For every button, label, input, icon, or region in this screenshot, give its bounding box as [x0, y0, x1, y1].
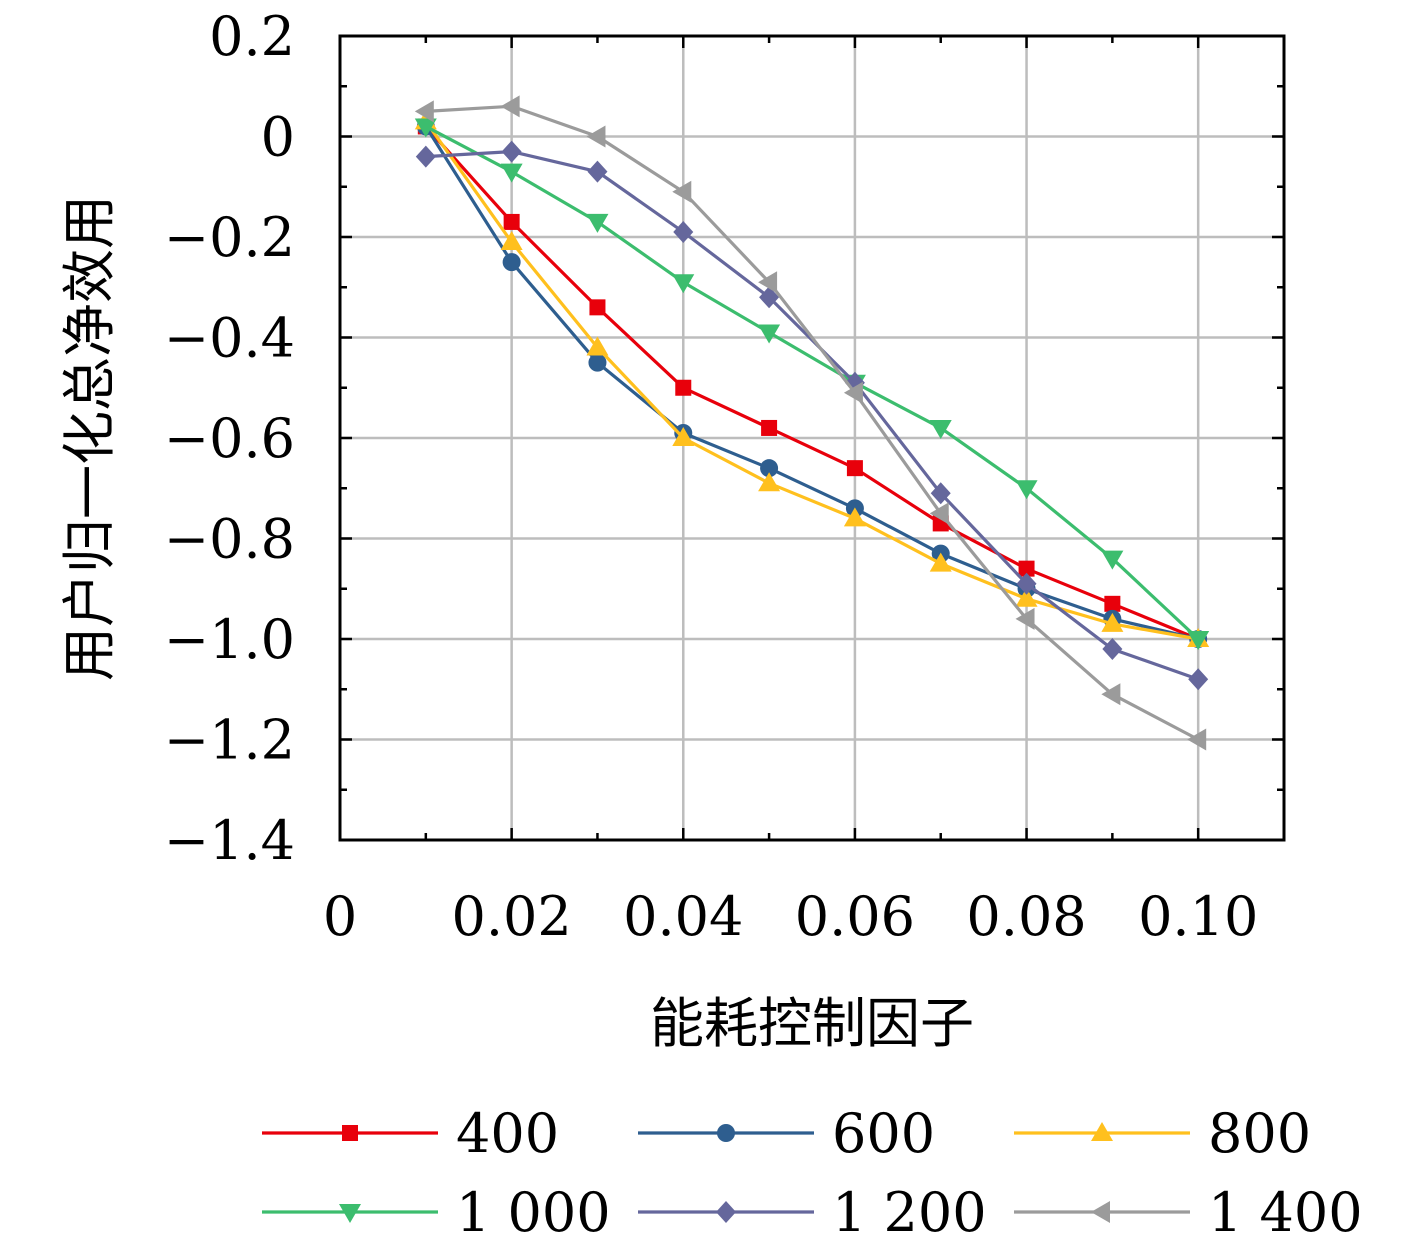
data-point [500, 95, 520, 118]
legend-item: 1 400 [1014, 1181, 1363, 1244]
y-tick-label: 0 [261, 106, 295, 169]
data-point [675, 379, 692, 396]
legend-label: 800 [1208, 1102, 1311, 1165]
data-point [759, 286, 780, 309]
legend-item: 1 000 [262, 1181, 611, 1244]
y-tick-label: −1.0 [164, 608, 295, 671]
legend-marker [717, 1124, 735, 1142]
x-tick-label: 0.08 [966, 885, 1086, 948]
y-tick-label: −1.4 [164, 809, 295, 872]
x-tick-label: 0.10 [1138, 885, 1258, 948]
y-tick-label: −0.4 [164, 307, 295, 370]
data-point [1104, 595, 1121, 612]
y-axis-title: 用户归一化总净效用 [58, 195, 121, 681]
data-point [846, 460, 863, 477]
data-point [1102, 638, 1123, 661]
legend-item: 1 200 [638, 1181, 987, 1244]
data-point [414, 100, 434, 123]
y-tick-label: −0.8 [164, 508, 295, 571]
y-tick-label: −1.2 [164, 709, 295, 772]
legend-label: 400 [456, 1102, 559, 1165]
data-point [1015, 607, 1035, 630]
legend-marker [339, 1204, 361, 1223]
series-800 [414, 110, 1210, 647]
axis-ticks [338, 34, 1286, 842]
data-point [586, 336, 609, 356]
legend-marker [342, 1125, 358, 1141]
data-point [673, 220, 694, 243]
data-point [500, 231, 523, 251]
legend-item: 400 [262, 1102, 559, 1165]
data-point [761, 419, 778, 436]
data-point [501, 140, 522, 163]
data-point [929, 419, 952, 439]
data-point [503, 213, 520, 230]
data-point [672, 274, 695, 294]
series-line [424, 125, 1199, 641]
x-axis-title: 能耗控制因子 [650, 992, 974, 1055]
data-point [930, 482, 951, 505]
data-point [587, 160, 608, 183]
data-point [1187, 728, 1207, 751]
legend-marker [1091, 1201, 1110, 1223]
data-point [1188, 668, 1209, 691]
data-point [758, 324, 781, 344]
series-line [424, 120, 1199, 641]
series-lines [414, 95, 1210, 751]
data-point [843, 507, 866, 527]
data-point [929, 502, 949, 525]
series-line [424, 125, 1199, 641]
data-point [843, 381, 863, 404]
data-point [589, 299, 606, 316]
series-1400 [414, 95, 1207, 751]
data-point [502, 253, 521, 272]
y-tick-label: −0.2 [164, 206, 295, 269]
data-point [1101, 683, 1121, 706]
series-line [425, 124, 1200, 641]
data-point [586, 125, 606, 148]
data-point [414, 118, 437, 138]
data-point [1015, 480, 1038, 500]
data-point [758, 472, 781, 492]
x-tick-label: 0.06 [795, 885, 915, 948]
data-point [758, 271, 778, 294]
data-point [1187, 631, 1210, 650]
data-point [672, 427, 695, 446]
series-line [425, 150, 1199, 681]
data-point [415, 145, 436, 168]
legend-marker [716, 1201, 736, 1223]
legend: 400 600 800 1 000 1 200 1 400 [262, 1102, 1363, 1244]
legend-label: 1 200 [832, 1181, 987, 1244]
legend-item: 600 [638, 1102, 935, 1165]
x-tick-label: 0.04 [623, 885, 743, 948]
x-tick-label: 0.02 [452, 885, 572, 948]
data-point [1101, 550, 1124, 570]
legend-label: 1 000 [456, 1181, 611, 1244]
data-point [672, 180, 692, 203]
legend-label: 600 [832, 1102, 935, 1165]
data-point [1016, 572, 1037, 595]
data-point [760, 459, 779, 478]
data-point [500, 163, 523, 183]
legend-label: 1 400 [1208, 1181, 1363, 1244]
x-tick-label: 0 [323, 885, 357, 948]
y-tick-label: −0.6 [164, 407, 295, 470]
series-line [425, 104, 1199, 741]
legend-marker [1091, 1122, 1113, 1141]
data-point [1015, 587, 1038, 607]
series-1200 [415, 140, 1209, 691]
legend-item: 800 [1014, 1102, 1311, 1165]
data-point [1101, 612, 1124, 632]
y-tick-label: 0.2 [209, 5, 295, 68]
series-400 [417, 118, 1207, 647]
data-point [1018, 560, 1035, 577]
tick-labels: 0 0.02 0.04 0.06 0.08 0.10 0.2 0 −0.2 −0.4 −0.6 −0.… [164, 5, 1258, 948]
data-point [929, 552, 952, 572]
data-point [588, 353, 607, 372]
series-1000 [414, 118, 1210, 650]
data-point [586, 213, 609, 233]
series-600 [416, 117, 1208, 648]
